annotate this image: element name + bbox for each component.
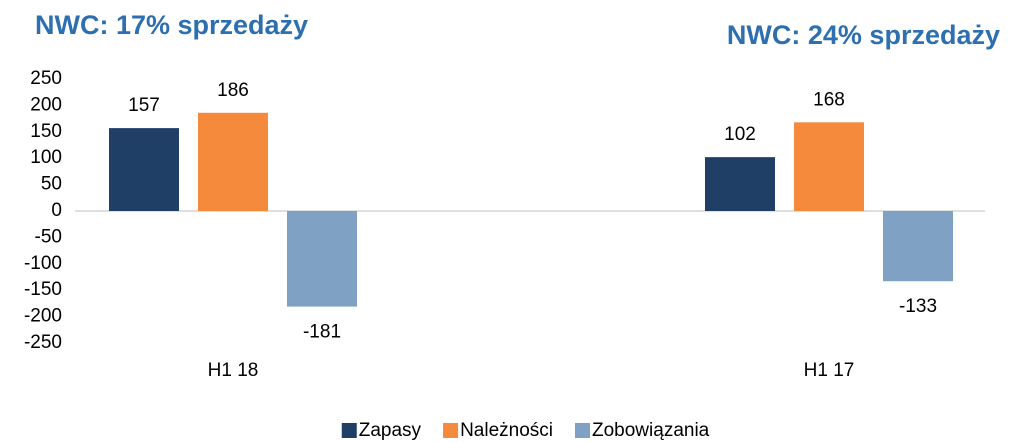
y-tick-label: -100 [24, 253, 62, 274]
value-label: 157 [128, 95, 160, 116]
value-label: 102 [724, 124, 756, 145]
annotation: NWC: 17% sprzedaży [35, 10, 308, 40]
bar [794, 122, 864, 211]
bar [198, 112, 268, 211]
legend-swatch [575, 423, 590, 438]
x-tick-label: H1 18 [208, 360, 259, 381]
legend-label: Zapasy [359, 420, 422, 441]
y-tick-label: -200 [24, 306, 62, 327]
y-tick-label: 200 [30, 94, 62, 115]
legend-label: Należności [460, 420, 553, 441]
y-tick-label: -250 [24, 332, 62, 353]
y-tick-label: 50 [41, 174, 62, 195]
value-label: 168 [813, 89, 845, 110]
annotation: NWC: 24% sprzedaży [727, 20, 1000, 50]
value-label: 186 [217, 80, 249, 101]
y-tick-label: 0 [51, 200, 62, 221]
value-label: -181 [303, 322, 341, 343]
y-tick-label: 100 [30, 147, 62, 168]
value-label: -133 [899, 296, 937, 317]
y-tick-label: -150 [24, 279, 62, 300]
bar [287, 211, 357, 307]
y-tick-label: 250 [30, 68, 62, 89]
y-tick-label: -50 [35, 226, 62, 247]
bar [109, 128, 179, 211]
x-tick-label: H1 17 [804, 360, 855, 381]
y-tick-label: 150 [30, 121, 62, 142]
bar [883, 211, 953, 282]
legend-swatch [341, 423, 357, 438]
legend-swatch [443, 423, 459, 438]
legend-label: Zobowiązania [592, 420, 710, 441]
bar [705, 157, 775, 211]
